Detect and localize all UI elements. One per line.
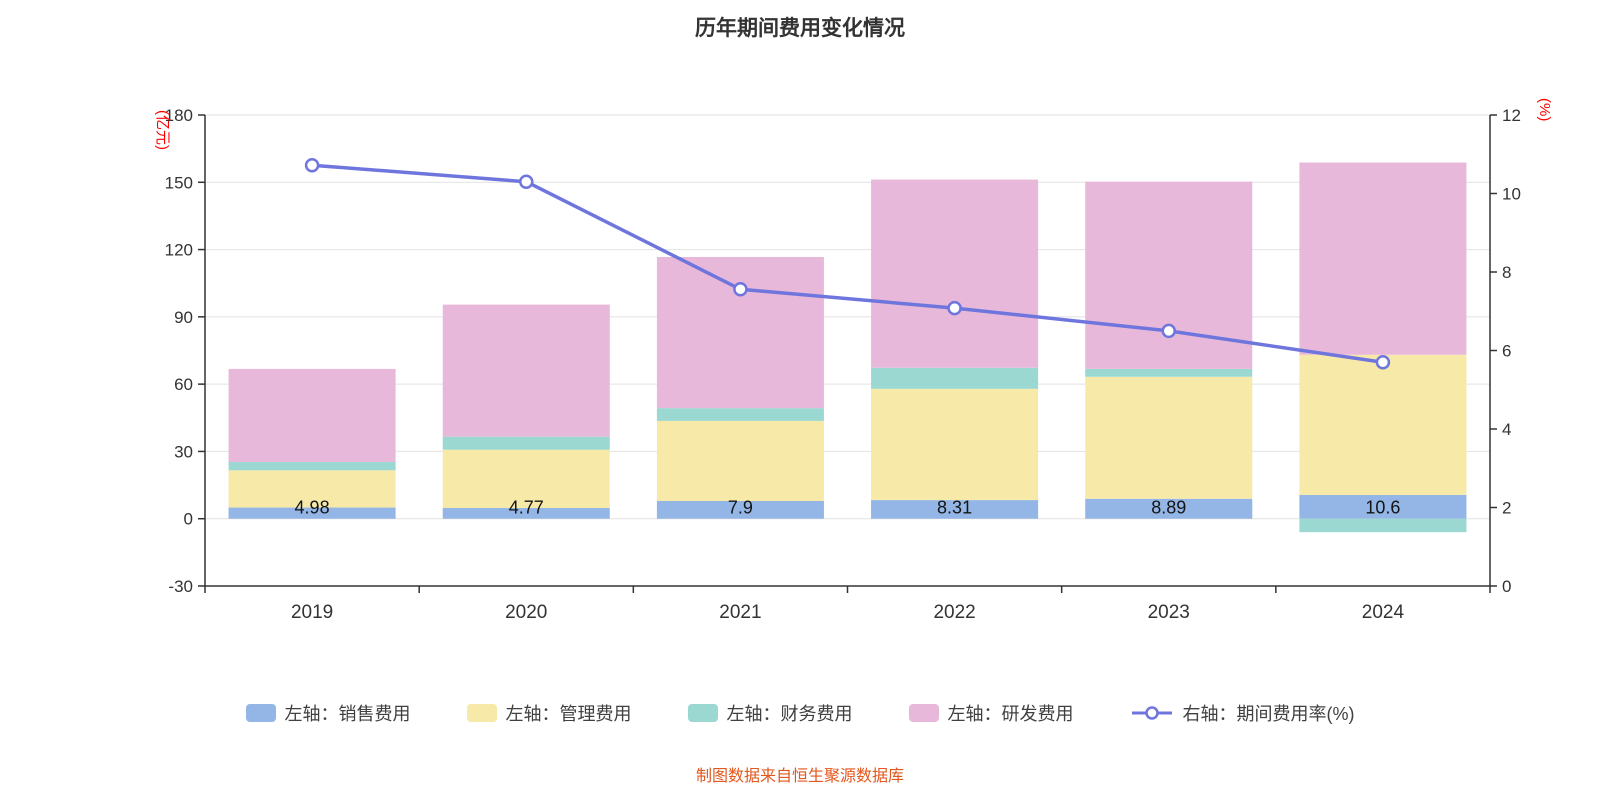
legend-item-rd[interactable]: 左轴：研发费用 (908, 700, 1074, 726)
bar-value-label: 8.89 (1151, 498, 1186, 518)
bar-segment-management (656, 420, 824, 501)
rate-marker (947, 300, 962, 316)
data-source-note: 制图数据来自恒生聚源数据库 (695, 768, 904, 785)
bar-segment-sales (871, 500, 1039, 519)
left-axis-tick-label: 120 (165, 241, 193, 260)
legend-swatch-management (466, 704, 497, 722)
x-axis-category-label: 2020 (505, 602, 547, 623)
bar-segment-management (871, 388, 1039, 501)
left-axis-tick-label: 180 (165, 106, 193, 125)
bar-segment-management (1085, 376, 1253, 499)
right-axis-tick-label: 12 (1502, 106, 1521, 125)
bar-segment-management (442, 449, 610, 509)
bar-segment-management (228, 470, 396, 508)
bar-segment-sales (442, 508, 610, 519)
bar-value-label: 10.6 (1365, 498, 1400, 518)
left-axis-tick-label: 150 (165, 173, 193, 192)
bar-value-label: 4.98 (295, 498, 330, 518)
chart-title: 历年期间费用变化情况 (695, 17, 905, 40)
bar-value-label: 4.77 (509, 498, 544, 518)
legend-item-management[interactable]: 左轴：管理费用 (466, 700, 632, 726)
left-axis-tick-label: 30 (174, 442, 193, 461)
bar-value-label: 7.9 (728, 498, 753, 518)
legend-line-marker (1131, 706, 1172, 720)
bar-segment-finance (656, 408, 824, 421)
bar-segment-sales (1299, 494, 1467, 519)
bar-value-label: 8.31 (937, 498, 972, 518)
x-axis-category-label: 2023 (1148, 602, 1190, 623)
legend-item-finance[interactable]: 左轴：财务费用 (687, 700, 853, 726)
left-axis-tick-label: 0 (184, 510, 193, 529)
left-axis-tick-label: -30 (168, 577, 193, 596)
rate-marker (1375, 355, 1391, 370)
x-axis-category-label: 2024 (1362, 602, 1405, 623)
bar-segment-rd (656, 256, 824, 409)
bar-segment-finance (442, 436, 610, 450)
rate-line (310, 163, 1385, 365)
legend-swatch-finance (687, 704, 718, 722)
bar-segment-management (1299, 354, 1467, 495)
legend-item-sales[interactable]: 左轴：销售费用 (245, 700, 411, 726)
bar-segment-sales (656, 500, 824, 519)
bar-segment-rd (442, 304, 610, 437)
legend-label-rate: 右轴：期间费用率(%) (1182, 704, 1355, 724)
chart-legend: 左轴：销售费用 左轴：管理费用 左轴：财务费用 左轴：研发费用 右轴：期间费用率(%) (0, 700, 1600, 726)
right-axis-tick-label: 4 (1502, 420, 1511, 439)
bar-segment-finance (1299, 518, 1467, 533)
legend-swatch-rd (908, 704, 939, 722)
bar-segment-sales (228, 507, 396, 519)
bar-segment-rd (1299, 162, 1467, 355)
rate-marker (1161, 323, 1176, 339)
legend-label-sales: 左轴：销售费用 (284, 704, 411, 724)
legend-item-rate[interactable]: 右轴：期间费用率(%) (1130, 700, 1355, 726)
x-axis-category-label: 2022 (933, 602, 975, 623)
legend-label-finance: 左轴：财务费用 (726, 704, 853, 724)
right-axis-tick-label: 10 (1502, 185, 1521, 204)
rate-marker (519, 174, 534, 189)
rate-marker (733, 282, 748, 297)
left-axis-tick-label: 60 (174, 375, 193, 394)
right-axis-tick-label: 8 (1502, 263, 1511, 282)
bar-segment-finance (871, 367, 1039, 389)
left-axis-tick-label: 90 (174, 308, 193, 327)
right-axis-tick-label: 2 (1502, 499, 1511, 518)
x-axis-category-label: 2019 (291, 602, 333, 623)
bar-segment-finance (228, 462, 396, 471)
legend-swatch-sales (245, 704, 276, 722)
legend-label-rd: 左轴：研发费用 (947, 704, 1074, 724)
right-axis-tick-label: 6 (1502, 342, 1511, 361)
bar-segment-sales (1085, 498, 1253, 519)
bar-segment-rd (228, 368, 396, 463)
legend-circle (1144, 706, 1159, 720)
chart-canvas: 4.98 4.77 7.9 8.31 8.89 10.61801501209060300-… (154, 98, 1553, 623)
x-axis-category-label: 2021 (719, 602, 761, 623)
bar-segment-finance (1085, 368, 1253, 377)
left-axis-unit-label: (亿元) (154, 110, 171, 150)
legend-label-management: 左轴：管理费用 (505, 704, 632, 724)
rate-marker (304, 157, 320, 173)
right-axis-tick-label: 0 (1502, 577, 1511, 596)
right-axis-unit-label: (%) (1536, 98, 1553, 121)
bar-segment-rd (871, 179, 1039, 368)
